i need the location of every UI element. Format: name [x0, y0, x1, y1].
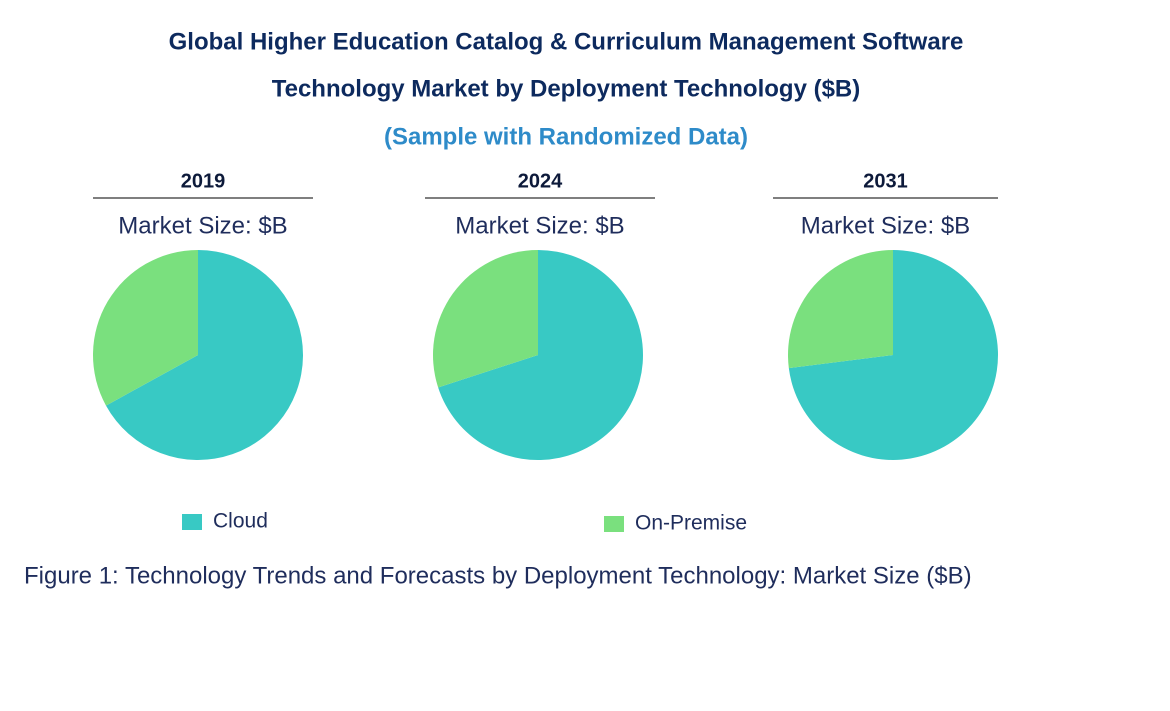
- chart-subtitle: (Sample with Randomized Data): [384, 123, 748, 150]
- pie-slice: [788, 250, 998, 460]
- pie-slice: [92, 250, 198, 406]
- panel-label: Market Size: $B: [455, 212, 624, 239]
- legend-swatch: [182, 514, 202, 530]
- pie-slice: [438, 250, 644, 460]
- panel-label: Market Size: $B: [118, 212, 287, 239]
- pie-slice: [787, 250, 893, 369]
- legend-swatch: [604, 516, 624, 532]
- chart-title: Global Higher Education Catalog & Curric…: [169, 28, 964, 55]
- legend-label: On-Premise: [635, 512, 747, 535]
- pie-slice: [433, 250, 538, 388]
- panel-label: Market Size: $B: [801, 212, 970, 239]
- panel-year: 2031: [863, 170, 908, 192]
- chart-title: Technology Market by Deployment Technolo…: [272, 75, 861, 102]
- legend-label: Cloud: [213, 510, 268, 533]
- panel-year: 2024: [518, 170, 563, 192]
- panel-year: 2019: [181, 170, 226, 192]
- pie-slice: [105, 250, 304, 460]
- caption: Figure 1: Technology Trends and Forecast…: [24, 562, 972, 589]
